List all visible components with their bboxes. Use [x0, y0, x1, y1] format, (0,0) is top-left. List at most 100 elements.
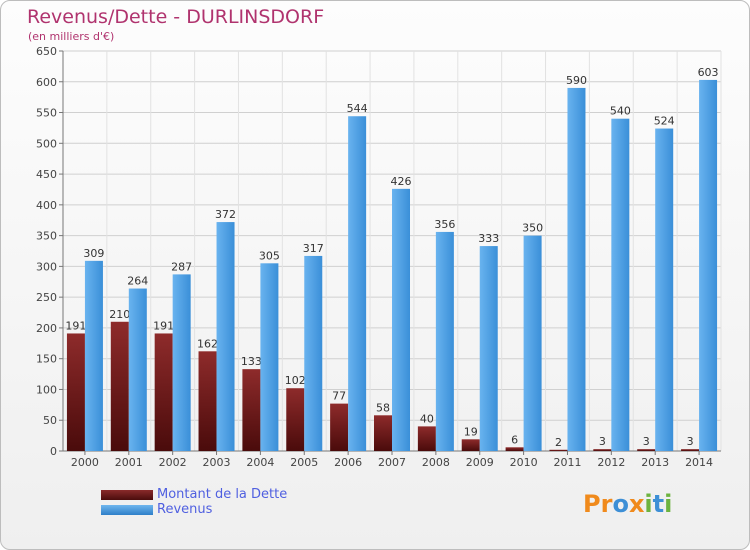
- legend-label-revenue: Revenus: [157, 502, 213, 517]
- y-tick-label: 650: [36, 45, 57, 58]
- bar-debt: [593, 449, 612, 451]
- legend-swatch-revenue: [101, 504, 153, 515]
- data-label-debt: 162: [197, 337, 218, 350]
- x-tick-label: 2007: [378, 456, 406, 469]
- x-tick-label: 2011: [553, 456, 581, 469]
- data-label-revenue: 350: [522, 222, 543, 235]
- bar-revenue: [216, 222, 235, 451]
- y-tick-label: 200: [36, 322, 57, 335]
- data-label-revenue: 524: [654, 115, 675, 128]
- legend-label-debt: Montant de la Dette: [157, 487, 288, 502]
- x-tick-label: 2014: [685, 456, 713, 469]
- bar-revenue: [567, 87, 586, 451]
- data-label-revenue: 603: [698, 66, 719, 79]
- bar-debt: [242, 369, 261, 451]
- y-tick-label: 350: [36, 230, 57, 243]
- data-label-debt: 40: [420, 412, 434, 425]
- data-label-revenue: 372: [215, 208, 236, 221]
- bar-debt: [681, 449, 700, 451]
- legend-item-debt: Montant de la Dette: [101, 487, 287, 502]
- data-label-revenue: 356: [434, 218, 455, 231]
- data-label-debt: 77: [332, 390, 346, 403]
- x-tick-label: 2012: [597, 456, 625, 469]
- x-tick-label: 2005: [290, 456, 318, 469]
- bar-debt: [374, 415, 392, 451]
- bar-debt: [549, 449, 568, 451]
- data-label-debt: 210: [109, 308, 130, 321]
- bar-debt: [330, 403, 349, 451]
- x-tick-label: 2009: [466, 456, 494, 469]
- legend-swatch-debt: [101, 489, 153, 500]
- x-tick-label: 2002: [159, 456, 187, 469]
- data-label-debt: 3: [643, 435, 650, 448]
- data-label-revenue: 544: [347, 102, 368, 115]
- data-label-revenue: 305: [259, 249, 280, 262]
- data-label-debt: 2: [555, 436, 562, 449]
- y-tick-label: 0: [50, 445, 57, 458]
- x-tick-label: 2003: [203, 456, 231, 469]
- bar-debt: [198, 351, 217, 451]
- legend: Montant de la Dette Revenus: [101, 487, 287, 517]
- bar-revenue: [304, 255, 323, 451]
- bar-debt: [110, 321, 129, 451]
- y-tick-label: 100: [36, 383, 57, 396]
- bar-revenue: [84, 260, 103, 451]
- legend-item-revenue: Revenus: [101, 502, 287, 517]
- bar-revenue: [611, 118, 630, 451]
- x-tick-label: 2013: [641, 456, 669, 469]
- bar-revenue: [699, 79, 718, 451]
- y-tick-label: 550: [36, 107, 57, 120]
- bar-debt: [66, 333, 85, 451]
- data-label-revenue: 309: [83, 247, 104, 260]
- bar-debt: [505, 447, 524, 451]
- x-tick-label: 2004: [246, 456, 274, 469]
- y-tick-label: 150: [36, 353, 57, 366]
- bar-revenue: [435, 231, 454, 451]
- x-tick-label: 2010: [510, 456, 538, 469]
- data-label-debt: 58: [376, 401, 390, 414]
- chart-title: Revenus/Dette - DURLINSDORF: [27, 6, 325, 28]
- x-tick-label: 2008: [422, 456, 450, 469]
- bar-debt: [286, 388, 305, 451]
- data-label-revenue: 333: [478, 232, 499, 245]
- bar-debt: [417, 426, 436, 451]
- y-tick-label: 300: [36, 260, 57, 273]
- data-label-debt: 19: [464, 425, 478, 438]
- bar-revenue: [392, 188, 410, 451]
- y-tick-label: 50: [43, 414, 57, 427]
- data-label-revenue: 426: [391, 175, 412, 188]
- y-tick-label: 500: [36, 137, 57, 150]
- data-label-revenue: 590: [566, 74, 587, 87]
- data-label-debt: 191: [153, 319, 174, 332]
- x-tick-label: 2001: [115, 456, 143, 469]
- data-label-debt: 102: [285, 374, 306, 387]
- proxiti-logo: Proxiti: [583, 490, 673, 518]
- bar-revenue: [260, 263, 279, 451]
- y-tick-label: 600: [36, 76, 57, 89]
- bar-revenue: [172, 274, 191, 451]
- bar-revenue: [479, 246, 498, 451]
- y-tick-label: 450: [36, 168, 57, 181]
- data-label-debt: 3: [687, 435, 694, 448]
- data-label-revenue: 540: [610, 105, 631, 118]
- data-label-debt: 133: [241, 355, 262, 368]
- data-label-revenue: 287: [171, 260, 192, 273]
- bar-revenue: [348, 116, 367, 451]
- data-label-debt: 3: [599, 435, 606, 448]
- x-tick-label: 2000: [71, 456, 99, 469]
- chart-subtitle: (en milliers d'€): [28, 30, 115, 43]
- data-label-revenue: 264: [127, 275, 148, 288]
- bar-debt: [461, 439, 480, 451]
- bar-debt: [154, 333, 173, 451]
- data-label-revenue: 317: [303, 242, 324, 255]
- bar-revenue: [128, 288, 147, 451]
- data-label-debt: 191: [65, 319, 86, 332]
- x-tick-label: 2006: [334, 456, 362, 469]
- bar-debt: [637, 449, 656, 451]
- y-tick-label: 400: [36, 199, 57, 212]
- data-label-debt: 6: [511, 433, 518, 446]
- y-tick-label: 250: [36, 291, 57, 304]
- bar-revenue: [523, 235, 542, 451]
